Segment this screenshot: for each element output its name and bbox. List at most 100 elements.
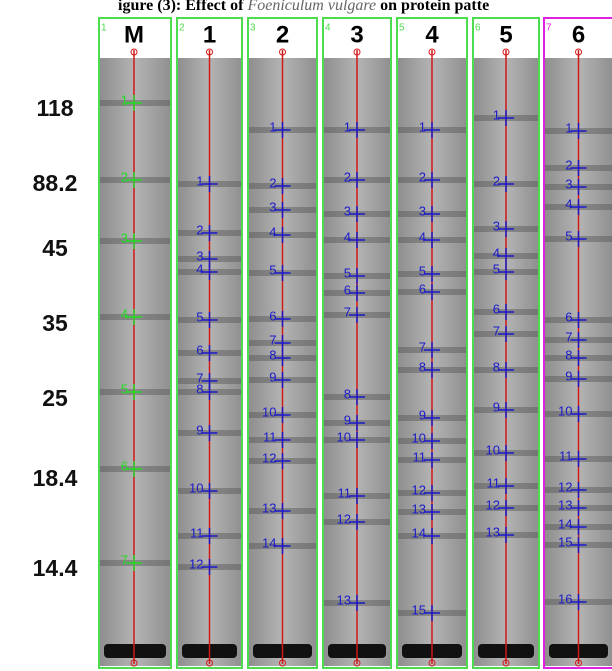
- marker-label: 118: [36, 95, 73, 121]
- band-number: 9: [344, 412, 351, 427]
- band-number: 7: [196, 370, 203, 385]
- band-number: 15: [558, 534, 572, 549]
- band-number: 5: [196, 309, 203, 324]
- band-number: 14: [558, 516, 572, 531]
- band-number: 6: [196, 342, 203, 357]
- band-number: 4: [419, 229, 426, 244]
- band-number: 8: [196, 381, 203, 396]
- lane-end: [353, 48, 361, 56]
- band-number: 12: [412, 482, 426, 497]
- band-number: 13: [486, 524, 500, 539]
- band-number: 1: [565, 120, 572, 135]
- band-number: 9: [565, 368, 572, 383]
- lane-end: [279, 48, 286, 56]
- band-number: 11: [487, 475, 501, 490]
- band-number: 1: [196, 173, 203, 188]
- band-number: 5: [269, 262, 276, 277]
- lane-label: 3: [350, 21, 363, 48]
- lane-box: [247, 17, 318, 669]
- band-number: 1: [419, 119, 426, 134]
- band-number: 2: [121, 169, 128, 184]
- band-number: 4: [493, 245, 500, 260]
- band-number: 9: [196, 422, 203, 437]
- lane-box: [322, 17, 392, 669]
- lane-box: [543, 17, 612, 669]
- band-number: 13: [337, 592, 351, 607]
- band-number: 9: [419, 407, 426, 422]
- band-number: 5: [565, 228, 572, 243]
- band-number: 3: [344, 203, 351, 218]
- title-prefix: igure (3): Effect of: [118, 0, 247, 14]
- band-number: 6: [269, 308, 276, 323]
- figure-title: igure (3): Effect of Foeniculum vulgare …: [118, 0, 489, 14]
- band-number: 7: [344, 304, 351, 319]
- lane-label: 2: [276, 21, 289, 48]
- marker-label: 35: [42, 310, 68, 336]
- band-number: 1: [269, 119, 276, 134]
- marker-label: 45: [42, 235, 68, 261]
- band-number: 5: [419, 263, 426, 278]
- lane-index: 3: [250, 23, 256, 34]
- lane-end: [575, 48, 582, 56]
- band-number: 2: [269, 175, 276, 190]
- band-number: 12: [486, 497, 500, 512]
- lane-header: [543, 18, 612, 58]
- lane-label: 5: [499, 21, 512, 48]
- band-number: 2: [493, 173, 500, 188]
- marker-label: 14.4: [33, 555, 78, 581]
- band-number: 11: [413, 449, 427, 464]
- lane-index: 7: [546, 23, 552, 34]
- band-number: 11: [338, 485, 352, 500]
- lane-end: [279, 659, 286, 667]
- band-number: 3: [196, 248, 203, 263]
- band-number: 10: [262, 404, 276, 419]
- band-number: 10: [412, 430, 426, 445]
- title-species: Foeniculum vulgare: [246, 0, 376, 14]
- band-number: 7: [565, 329, 572, 344]
- band-number: 8: [269, 347, 276, 362]
- title-suffix: on protein patte: [376, 0, 489, 14]
- band-number: 10: [486, 442, 500, 457]
- lane-end: [428, 48, 436, 56]
- band-number: 8: [419, 359, 426, 374]
- band-number: 6: [419, 281, 426, 296]
- lane-end: [206, 48, 213, 56]
- band-number: 12: [189, 556, 203, 571]
- band-number: 3: [121, 230, 128, 245]
- band-number: 5: [121, 381, 128, 396]
- band-number: 4: [121, 306, 128, 321]
- lane-label: 6: [572, 21, 585, 48]
- band-number: 13: [558, 497, 572, 512]
- band-number: 2: [196, 222, 203, 237]
- band-number: 9: [493, 399, 500, 414]
- band-number: 7: [419, 339, 426, 354]
- band-number: 3: [269, 199, 276, 214]
- band-number: 8: [344, 386, 351, 401]
- lane-end: [575, 659, 582, 667]
- lane-end: [130, 48, 138, 56]
- band-number: 8: [565, 347, 572, 362]
- band-number: 11: [559, 448, 573, 463]
- band-number: 5: [344, 265, 351, 280]
- band-number: 2: [565, 157, 572, 172]
- band-number: 7: [121, 552, 128, 567]
- gel-lane: [543, 58, 612, 666]
- lane-end: [130, 659, 138, 667]
- band-number: 2: [344, 169, 351, 184]
- lane-header: [98, 18, 172, 58]
- band-number: 12: [337, 511, 351, 526]
- band-number: 1: [344, 119, 351, 134]
- band-number: 5: [493, 261, 500, 276]
- band-number: 1: [121, 92, 128, 107]
- marker-label: 88.2: [33, 170, 78, 196]
- band-number: 10: [337, 429, 351, 444]
- band-number: 6: [344, 282, 351, 297]
- bottom-band: [104, 644, 166, 658]
- band-number: 4: [344, 229, 351, 244]
- band-number: 6: [121, 458, 128, 473]
- band-number: 12: [262, 450, 276, 465]
- lane-index: 2: [179, 23, 185, 34]
- band-number: 3: [419, 203, 426, 218]
